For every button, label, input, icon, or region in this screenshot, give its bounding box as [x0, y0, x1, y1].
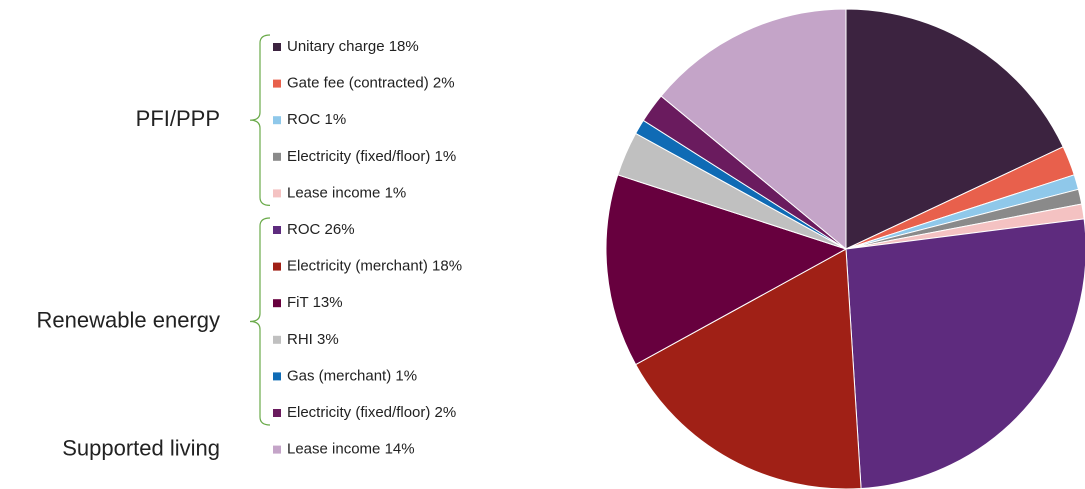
- legend-label: Gate fee (contracted) 2%: [287, 75, 455, 92]
- legend-value: 14%: [385, 441, 415, 458]
- legend-label: Electricity (fixed/floor) 1%: [287, 148, 456, 165]
- legend-label: ROC 1%: [287, 111, 346, 128]
- group-label: Supported living: [62, 435, 220, 460]
- legend-name: Lease income: [287, 441, 380, 458]
- legend-label: Electricity (merchant) 18%: [287, 258, 462, 275]
- legend-name: Lease income: [287, 184, 380, 201]
- legend-label: FiT 13%: [287, 294, 343, 311]
- legend-marker: [273, 445, 281, 454]
- legend-name: Electricity (merchant): [287, 258, 428, 275]
- pie-slice: [660, 8, 847, 251]
- legend-name: Electricity (fixed/floor): [287, 148, 430, 165]
- legend-label: Lease income 1%: [287, 184, 406, 201]
- legend-value: 18%: [389, 38, 419, 55]
- legend-value: 1%: [435, 148, 457, 165]
- legend-name: Gate fee (contracted): [287, 75, 429, 92]
- legend-label: ROC 26%: [287, 221, 355, 238]
- legend-value: 3%: [317, 331, 339, 348]
- pie-slice: [605, 174, 848, 366]
- legend-marker: [273, 299, 281, 308]
- pie-slice: [845, 8, 1064, 250]
- legend-marker: [273, 152, 281, 161]
- group-label: Renewable energy: [37, 307, 220, 332]
- legend-name: Unitary charge: [287, 38, 385, 55]
- pie-slice: [845, 218, 1085, 489]
- legend-marker: [273, 189, 281, 198]
- group-bracket: [249, 217, 271, 426]
- legend-name: Electricity (fixed/floor): [287, 404, 430, 421]
- legend-name: ROC: [287, 111, 321, 128]
- legend-value: 1%: [385, 184, 407, 201]
- legend-value: 2%: [435, 404, 457, 421]
- legend-marker: [273, 226, 281, 234]
- legend-name: FiT: [287, 294, 308, 311]
- legend-marker: [273, 262, 281, 271]
- legend-value: 18%: [432, 258, 462, 275]
- legend-name: ROC: [287, 221, 321, 238]
- legend-marker: [273, 43, 281, 51]
- legend-marker: [273, 79, 281, 88]
- legend-label: Unitary charge 18%: [287, 38, 419, 55]
- legend-label: Electricity (fixed/floor) 2%: [287, 404, 456, 421]
- legend-marker: [273, 335, 281, 344]
- legend-marker: [273, 372, 281, 381]
- group-label: PFI/PPP: [136, 106, 220, 131]
- legend-value: 1%: [325, 111, 347, 128]
- legend-value: 2%: [433, 75, 455, 92]
- legend-marker: [273, 409, 281, 417]
- legend-value: 1%: [395, 367, 417, 384]
- legend-name: Gas (merchant): [287, 367, 391, 384]
- legend-label: Lease income 14%: [287, 441, 415, 458]
- legend-name: RHI: [287, 331, 313, 348]
- group-bracket: [249, 34, 271, 206]
- legend-value: 26%: [325, 221, 355, 238]
- legend-value: 13%: [313, 294, 343, 311]
- legend-label: Gas (merchant) 1%: [287, 367, 417, 384]
- legend-label: RHI 3%: [287, 331, 339, 348]
- legend-marker: [273, 116, 281, 125]
